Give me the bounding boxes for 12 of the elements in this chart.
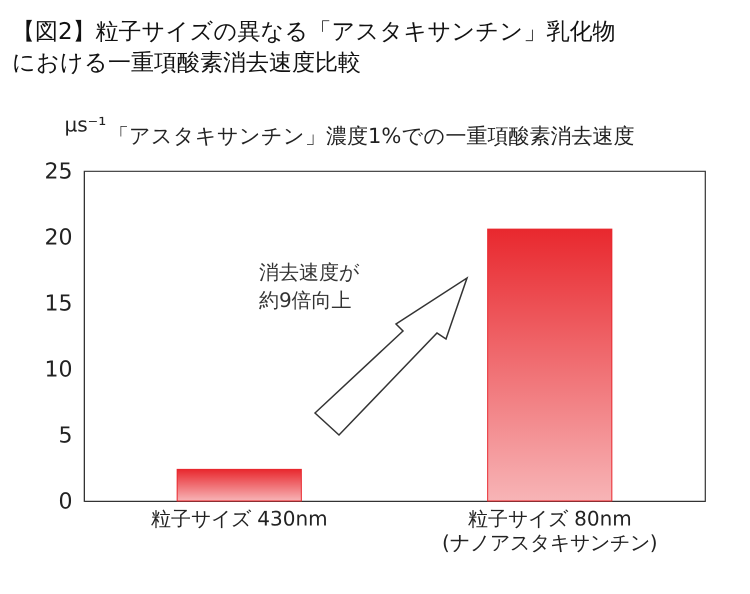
annotation: 消去速度が約9倍向上 bbox=[259, 260, 360, 312]
y-tick-label: 10 bbox=[44, 358, 72, 382]
chart-title: 【図2】粒子サイズの異なる「アスタキサンチン」乳化物における一重項酸素消去速度比較 bbox=[12, 19, 616, 76]
y-axis-title: μs⁻¹ bbox=[64, 112, 106, 136]
y-tick-label: 20 bbox=[44, 226, 72, 250]
chart-subtitle: 「アスタキサンチン」濃度1%での一重項酸素消去速度 bbox=[108, 124, 634, 148]
x-tick-label: 粒子サイズ 80nm (ナノアスタキサンチン) bbox=[442, 506, 658, 554]
y-tick-label: 0 bbox=[58, 490, 72, 514]
y-tick-label: 5 bbox=[58, 424, 72, 448]
x-tick-label: 粒子サイズ 430nm bbox=[150, 506, 328, 530]
y-tick-label: 15 bbox=[44, 292, 72, 316]
y-tick-label: 25 bbox=[44, 160, 72, 184]
